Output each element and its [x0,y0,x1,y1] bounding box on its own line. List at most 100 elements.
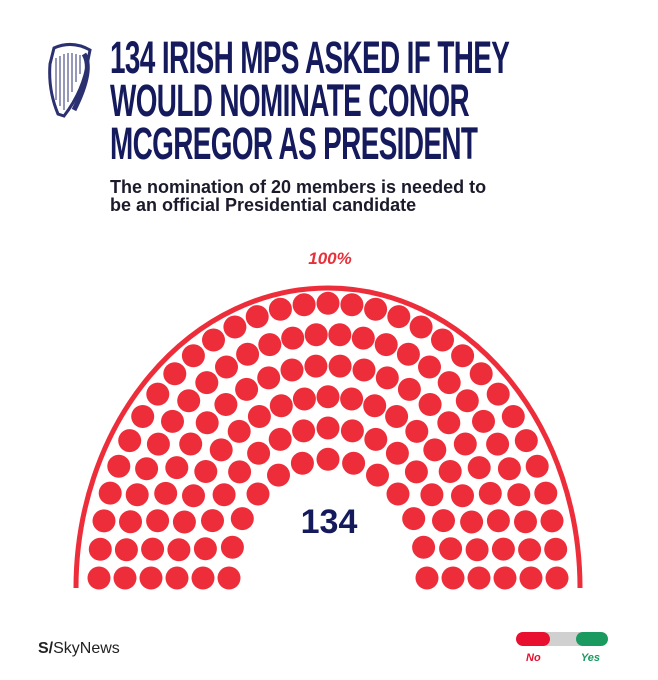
seat-dot [519,566,543,590]
seat-dot [161,409,184,433]
seat-dot [386,482,410,506]
seat-dot [269,394,293,418]
seat-dot [267,463,290,487]
seat-dot [441,566,465,590]
seat-dot [280,358,304,382]
source-prefix: S/ [38,640,54,657]
seat-dot [415,566,439,590]
seat-dot [217,566,241,590]
seat-dot [465,538,489,562]
seat-dot [409,315,433,339]
seat-dot [165,456,189,480]
seat-dot [316,416,340,440]
harp-emblem-icon [48,43,92,118]
seat-dot [545,566,569,590]
seat-dot [141,537,165,561]
legend-neutral-swatch [543,632,583,646]
seat-dot [292,387,316,411]
seat-dot [209,438,233,462]
seat-dot [518,538,542,562]
seat-dot [247,405,271,428]
seat-dot [402,507,426,531]
title-line: MCGREGOR AS PRESIDENT [110,118,478,169]
seat-dot [340,293,364,317]
legend-no-swatch [516,632,550,646]
seat-dot [181,344,205,368]
legend-bar [516,632,608,646]
seat-dot [139,566,163,590]
seat-dot [352,358,376,382]
seat-dot [501,405,525,428]
legend-yes-swatch [576,632,608,646]
seat-dot [366,463,389,487]
seat-dot [486,382,510,406]
seat-dot [396,342,420,366]
seat-dot [491,537,515,561]
seat-dot [304,354,328,378]
seat-dot [328,354,352,378]
seat-dot [292,293,316,317]
seat-dot [202,328,225,352]
seat-dot [420,483,444,507]
seat-dot [432,509,455,533]
seat-dot [201,509,224,533]
seat-dot [340,387,364,411]
seat-dot [292,419,316,443]
seat-dot [469,362,493,386]
seat-dot [281,326,305,350]
subtitle-line: The nomination of 20 members is needed t… [110,177,487,197]
seat-dot [342,451,366,475]
seat-dot [214,393,238,416]
seat-dot [146,509,170,533]
seat-dot [114,538,138,562]
source-name: SkyNews [53,640,120,657]
seat-dot [268,297,292,321]
page-title: 134 IRISH MPS ASKED IF THEY WOULD NOMINA… [110,32,510,169]
seat-dot [467,566,491,590]
title-line: 134 IRISH MPS ASKED IF THEY [110,32,510,83]
seat-dot [179,432,203,456]
legend: No Yes [516,632,608,664]
seat-dot [455,389,479,413]
seat-dot [268,427,292,451]
seat-dot [514,510,537,534]
seat-dot [405,419,429,443]
seat-dot [212,483,236,507]
seat-dot [228,460,252,484]
seat-dot [363,394,387,418]
percent-label: 100% [308,249,351,268]
seat-dot [525,454,549,478]
seat-dot [385,405,409,428]
seat-dot [98,481,122,505]
seat-dot [514,429,538,453]
seat-dot [467,456,491,480]
seat-dot [375,366,399,390]
seat-dot [540,509,564,533]
seat-dot [195,411,219,435]
legend-yes-label: Yes [580,652,600,664]
seat-dot [507,483,531,507]
seat-dot [195,371,219,395]
seat-dot [418,355,441,379]
seat-dot [437,411,461,435]
seat-dot [304,323,328,347]
seat-dot [493,566,517,590]
seat-dot [165,566,189,590]
seat-dot [246,482,270,506]
seat-dot [431,328,454,352]
seat-dot [247,441,271,465]
seat-dot [146,382,170,406]
seat-dot [486,432,510,456]
seat-dot [119,510,142,534]
seat-dot [460,510,484,534]
seat-dot [177,389,201,413]
seat-dot [245,305,269,329]
seat-dot [472,409,495,433]
legend-no-label: No [526,652,541,664]
seat-dot [194,460,218,483]
seat-dot [290,451,314,475]
subtitle: The nomination of 20 members is needed t… [110,178,486,214]
seat-dot [316,385,340,409]
seat-dot [88,537,112,561]
seat-dot [404,460,428,484]
